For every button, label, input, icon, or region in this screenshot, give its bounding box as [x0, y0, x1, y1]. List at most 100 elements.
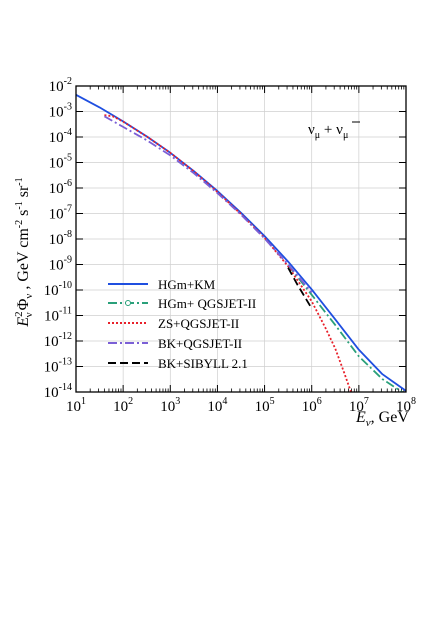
y-tick-exp: -5	[64, 153, 72, 164]
x-tick-label: 106	[302, 396, 322, 415]
y-tick-exp: -12	[59, 331, 72, 342]
y-tick-exp: -7	[64, 204, 72, 215]
y-tick-exp: -9	[64, 255, 72, 266]
y-tick-base: 10	[44, 385, 59, 401]
annotation-nu: ν	[308, 122, 315, 138]
series-line-3	[103, 115, 313, 294]
y-tick-exp: -10	[59, 280, 72, 291]
x-tick-exp: 8	[411, 396, 416, 407]
y-tick-label: 10-3	[49, 102, 72, 121]
x-tick-base: 10	[396, 399, 411, 415]
x-tick-base: 10	[207, 399, 222, 415]
legend-item-bk-sibyll: BK+SIBYLL 2.1	[108, 356, 248, 371]
x-axis-title-rest: , GeV	[371, 409, 410, 426]
y-title-sr: sr	[15, 185, 32, 201]
y-tick-exp: -3	[64, 102, 72, 113]
y-tick-label: 10-13	[44, 357, 72, 376]
y-tick-label: 10-11	[44, 306, 72, 325]
y-tick-labels: 10-210-310-410-510-610-710-810-910-1010-…	[44, 76, 72, 401]
x-tick-label: 108	[396, 396, 416, 415]
y-tick-base: 10	[44, 283, 59, 299]
x-tick-label: 105	[255, 396, 275, 415]
y-tick-label: 10-9	[49, 255, 72, 274]
y-tick-base: 10	[49, 130, 64, 146]
x-tick-exp: 6	[317, 396, 322, 407]
y-tick-base: 10	[49, 156, 64, 172]
y-tick-base: 10	[49, 79, 64, 95]
legend-marker-hgm-qgsjet	[125, 300, 131, 306]
y-tick-label: 10-6	[49, 178, 72, 197]
y-tick-label: 10-2	[49, 76, 72, 95]
y-tick-exp: -11	[59, 306, 72, 317]
x-tick-exp: 1	[81, 396, 86, 407]
series-line-1	[287, 264, 404, 392]
y-axis-title: E2νΦν , GeV cm-2 s-1 sr-1	[13, 177, 35, 327]
legend-label-zs-qgsjet: ZS+QGSJET-II	[158, 316, 239, 331]
legend: HGm+KM HGm+ QGSJET-II ZS+QGSJET-II BK+QG…	[108, 277, 256, 371]
x-tick-base: 10	[255, 399, 270, 415]
x-axis-title-e: E	[355, 409, 366, 426]
y-tick-base: 10	[44, 309, 59, 325]
x-tick-base: 10	[113, 399, 128, 415]
x-tick-label: 107	[349, 396, 369, 415]
y-tick-label: 10-5	[49, 153, 72, 172]
y-tick-exp: -6	[64, 178, 72, 189]
y-tick-base: 10	[49, 105, 64, 121]
flux-annotation: νμ + νμ	[308, 122, 348, 141]
y-title-gev-sup: -2	[14, 220, 25, 228]
y-title-e: E	[15, 317, 32, 328]
y-tick-exp: -4	[64, 127, 72, 138]
legend-label-bk-qgsjet: BK+QGSJET-II	[158, 336, 242, 351]
x-tick-exp: 5	[270, 396, 275, 407]
x-tick-exp: 3	[175, 396, 180, 407]
x-tick-label: 103	[160, 396, 180, 415]
y-tick-exp: -8	[64, 229, 72, 240]
x-axis-title-sub: ν	[366, 417, 371, 429]
y-tick-label: 10-7	[49, 204, 72, 223]
y-tick-base: 10	[49, 207, 64, 223]
y-title-sep: ,	[15, 282, 32, 294]
y-tick-exp: -14	[59, 382, 72, 393]
y-tick-base: 10	[49, 232, 64, 248]
x-tick-exp: 2	[128, 396, 133, 407]
annotation-antinu-sub: μ	[343, 130, 348, 141]
y-tick-label: 10-14	[44, 382, 72, 401]
y-tick-label: 10-10	[44, 280, 72, 299]
y-title-e-sub: ν	[23, 312, 35, 317]
x-tick-exp: 7	[364, 396, 369, 407]
x-axis-title: Eν, GeV	[355, 409, 409, 429]
annotation-nu-sub: μ	[315, 130, 320, 141]
x-tick-label: 102	[113, 396, 133, 415]
legend-label-bk-sibyll: BK+SIBYLL 2.1	[158, 356, 248, 371]
series-lines	[76, 94, 406, 392]
y-tick-base: 10	[49, 258, 64, 274]
x-tick-label: 101	[66, 396, 86, 415]
series-line-4	[287, 267, 313, 309]
x-tick-base: 10	[66, 399, 81, 415]
y-tick-base: 10	[44, 360, 59, 376]
legend-item-hgm-km: HGm+KM	[108, 277, 216, 292]
series-line-2	[104, 114, 352, 392]
y-title-gev: GeV cm	[15, 228, 32, 282]
y-title-sr-sup: -1	[14, 177, 25, 185]
legend-label-hgm-qgsjet: HGm+ QGSJET-II	[158, 296, 256, 311]
y-tick-exp: -2	[64, 76, 72, 87]
x-tick-labels: 101 102 103 104 105 106 107 108	[66, 396, 416, 415]
legend-item-zs-qgsjet: ZS+QGSJET-II	[108, 316, 239, 331]
x-tick-base: 10	[349, 399, 364, 415]
legend-item-bk-qgsjet: BK+QGSJET-II	[108, 336, 242, 351]
y-title-phi: Φ	[15, 298, 32, 310]
y-title-s: s	[15, 210, 32, 220]
y-tick-label: 10-12	[44, 331, 72, 350]
legend-label-hgm-km: HGm+KM	[158, 277, 216, 292]
legend-item-hgm-qgsjet: HGm+ QGSJET-II	[108, 296, 256, 311]
y-title-phi-sub: ν	[23, 294, 35, 299]
y-tick-exp: -13	[59, 357, 72, 368]
y-tick-label: 10-4	[49, 127, 72, 146]
y-tick-label: 10-8	[49, 229, 72, 248]
x-tick-label: 104	[207, 396, 227, 415]
x-tick-exp: 4	[222, 396, 227, 407]
annotation-antinu: ν	[336, 122, 343, 138]
x-tick-base: 10	[302, 399, 317, 415]
